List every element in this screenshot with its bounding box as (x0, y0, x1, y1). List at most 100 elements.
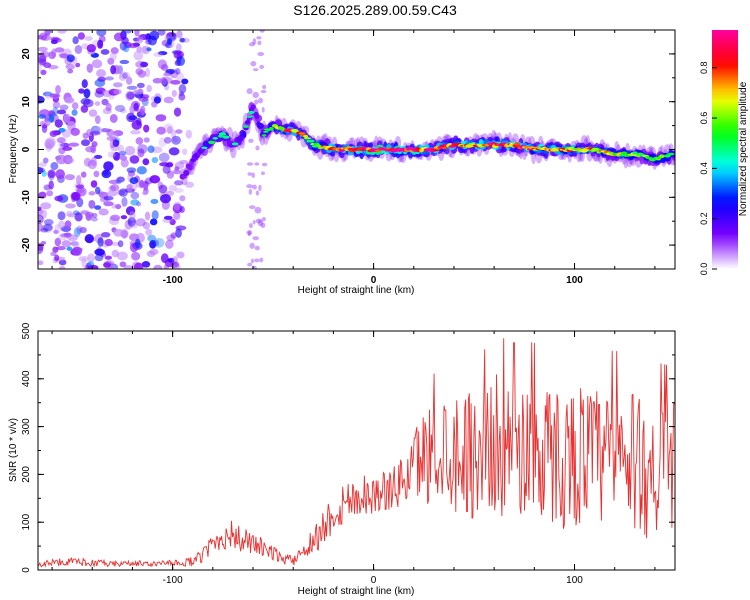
noise-blob (112, 151, 121, 161)
noise-blob (41, 170, 47, 177)
y-tick-label: 100 (21, 513, 32, 530)
noise-blob (149, 248, 159, 256)
y-tick-label: 200 (21, 466, 32, 483)
noise-blob (54, 47, 65, 53)
noise-blob (160, 64, 169, 71)
noise-blob (72, 36, 79, 45)
noise-blob (137, 70, 147, 78)
noise-blob (142, 221, 151, 230)
noise-blob (156, 126, 166, 135)
ridge-mark (222, 135, 230, 139)
ridge-mark (248, 110, 255, 115)
noise-blob (97, 39, 104, 49)
noise-blob (125, 206, 136, 216)
noise-blob (58, 220, 65, 229)
noise-blob (257, 40, 262, 46)
noise-blob (71, 109, 78, 116)
noise-blob (157, 51, 168, 56)
noise-blob (112, 82, 123, 88)
noise-blob (67, 234, 78, 242)
noise-blob (110, 47, 119, 55)
noise-blob (163, 136, 172, 144)
ridge-mark (307, 139, 315, 143)
noise-blob (143, 137, 150, 143)
noise-blob (163, 96, 174, 104)
noise-blob (60, 142, 70, 148)
noise-blob (179, 37, 186, 43)
noise-blob (103, 201, 114, 207)
noise-blob (170, 79, 181, 85)
noise-blob (57, 211, 66, 221)
noise-blob (41, 34, 51, 41)
noise-blob (257, 219, 264, 227)
noise-blob (136, 82, 145, 89)
noise-blob (246, 184, 253, 189)
noise-blob (42, 91, 53, 97)
noise-blob (107, 151, 116, 158)
ridge-mark (218, 132, 227, 136)
noise-blob (64, 97, 75, 104)
noise-blob (40, 228, 49, 233)
noise-blob (64, 174, 75, 181)
noise-blob (73, 227, 81, 238)
noise-blob (90, 156, 97, 167)
noise-blob (57, 234, 68, 241)
noise-blob (249, 42, 255, 47)
noise-blob (56, 246, 66, 251)
noise-blob (104, 255, 113, 260)
noise-blob (38, 95, 42, 103)
spectrogram-y-axis-label: Frequency (Hz) (8, 115, 19, 184)
noise-blob (136, 117, 142, 126)
noise-blob (112, 130, 124, 137)
ridge-mark (208, 140, 216, 145)
noise-blob (41, 124, 48, 134)
noise-blob (71, 192, 81, 201)
noise-blob (119, 59, 130, 65)
noise-blob (65, 63, 76, 70)
noise-blob (94, 186, 101, 195)
noise-blob (155, 114, 167, 122)
noise-blob (260, 89, 267, 94)
colorbar: 0.0 0.2 0.4 0.6 0.8 Normalized spectral ampl… (699, 30, 749, 275)
noise-blob (120, 158, 129, 168)
noise-blob (151, 101, 158, 108)
noise-blob (84, 264, 90, 269)
noise-blob (135, 60, 146, 69)
noise-blob (160, 194, 171, 204)
noise-blob (74, 44, 83, 54)
noise-blob (114, 104, 126, 112)
noise-blob (254, 99, 259, 105)
noise-blob (87, 159, 98, 170)
noise-blob (66, 158, 75, 164)
noise-blob (103, 262, 111, 268)
noise-blob (96, 69, 107, 78)
noise-blob (158, 152, 170, 163)
noise-blob (91, 141, 98, 148)
noise-blob (103, 161, 114, 171)
noise-blob (77, 32, 86, 40)
noise-blob (147, 145, 155, 154)
noise-blob (121, 36, 129, 45)
figure-title: S126.2025.289.00.59.C43 (293, 2, 457, 18)
noise-blob (250, 258, 254, 264)
noise-blob (55, 84, 61, 95)
noise-blob (42, 224, 53, 232)
noise-blob (40, 69, 47, 76)
ridge-mark (303, 137, 312, 140)
noise-blob (175, 228, 182, 238)
ridge-mark (246, 115, 253, 118)
noise-blob (182, 148, 188, 156)
noise-blob (87, 253, 95, 263)
noise-blob (109, 52, 117, 61)
noise-blob (258, 97, 264, 104)
noise-blob (252, 236, 260, 241)
noise-blob (159, 162, 170, 167)
snr-y-axis-label: SNR (10 * v/v) (8, 418, 19, 482)
noise-blob (66, 54, 75, 63)
noise-blob (160, 253, 169, 264)
noise-blob (133, 102, 139, 112)
noise-blob (261, 217, 266, 222)
noise-blob (261, 171, 265, 176)
noise-blob (136, 166, 147, 175)
noise-blob (143, 180, 149, 191)
